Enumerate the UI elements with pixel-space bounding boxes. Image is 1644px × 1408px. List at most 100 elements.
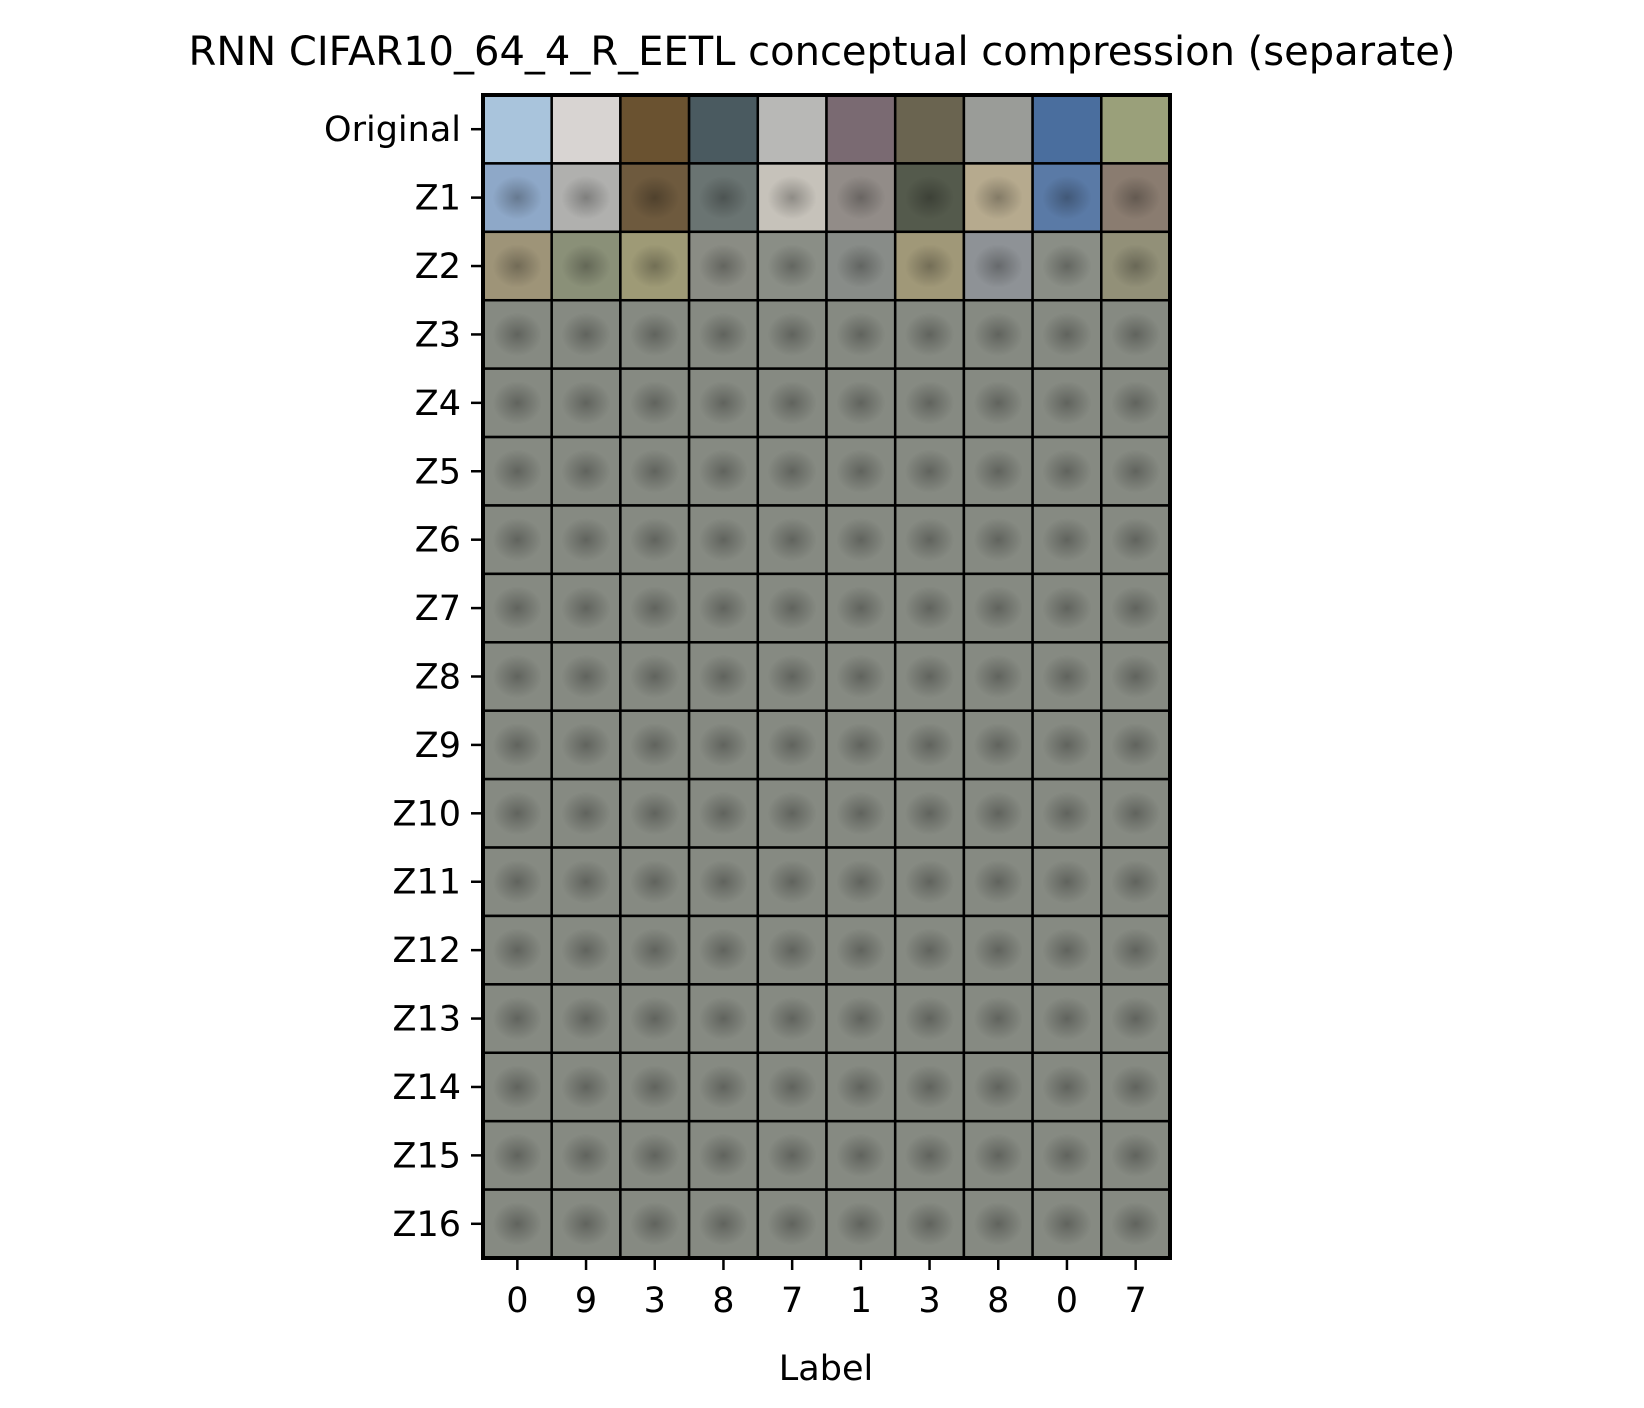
image-tile	[1100, 846, 1172, 918]
image-tile	[962, 777, 1034, 849]
image-tile	[962, 1188, 1034, 1260]
row-label: Z4	[415, 384, 461, 424]
image-tile	[756, 230, 828, 302]
image-tile	[756, 504, 828, 576]
image-tile	[893, 983, 966, 1055]
image-tile	[687, 846, 760, 918]
image-tile	[481, 572, 553, 644]
image-tile	[825, 777, 897, 849]
image-tile	[1100, 914, 1172, 986]
image-tile	[619, 983, 691, 1055]
image-tile	[1100, 230, 1172, 302]
image-tile	[550, 846, 622, 918]
image-tile	[825, 298, 897, 370]
row-label: Z1	[415, 179, 461, 219]
image-tile	[481, 983, 553, 1055]
image-tile	[1100, 1119, 1172, 1191]
image-tile	[893, 846, 966, 918]
image-tile	[893, 572, 966, 644]
image-tile	[893, 504, 966, 576]
image-tile	[619, 777, 691, 849]
image-tile	[550, 709, 622, 781]
image-tile	[619, 709, 691, 781]
image-tile	[619, 1119, 691, 1191]
image-tile	[1100, 983, 1172, 1055]
image-tile	[481, 846, 553, 918]
image-tile	[481, 709, 553, 781]
image-tile	[1031, 914, 1103, 986]
column-label: 8	[712, 1281, 734, 1321]
image-tile	[619, 641, 691, 712]
row-label: Z9	[415, 726, 461, 766]
image-tile	[1031, 846, 1103, 918]
column-label: 0	[1056, 1281, 1078, 1321]
image-tile	[550, 777, 622, 849]
image-tile	[481, 641, 553, 712]
column-label: 3	[644, 1281, 666, 1321]
image-tile	[962, 709, 1034, 781]
x-axis-label: Label	[779, 1349, 873, 1389]
image-tile	[687, 572, 760, 644]
image-tile	[481, 298, 553, 370]
image-tile	[825, 367, 897, 439]
row-label: Z15	[392, 1136, 461, 1176]
image-tile	[1100, 572, 1172, 644]
row-label: Z12	[392, 931, 461, 971]
image-tile	[1031, 435, 1103, 507]
image-tile	[1031, 230, 1103, 302]
image-tile	[1100, 1051, 1172, 1123]
image-tile	[619, 1188, 691, 1260]
image-tile	[687, 298, 760, 370]
image-tile	[619, 914, 691, 986]
image-tile	[962, 846, 1034, 918]
image-tile	[893, 709, 966, 781]
image-tile	[687, 914, 760, 986]
image-tile	[619, 435, 691, 507]
image-tile	[825, 230, 897, 302]
image-tile	[687, 1119, 760, 1191]
image-tile	[825, 641, 897, 712]
image-tile	[893, 162, 966, 234]
image-tile	[687, 435, 760, 507]
image-tile	[756, 914, 828, 986]
image-tile	[893, 435, 966, 507]
row-label: Z14	[392, 1068, 461, 1108]
image-tile	[550, 162, 622, 234]
image-tile	[1100, 435, 1172, 507]
image-tile	[893, 93, 966, 165]
image-tile	[550, 983, 622, 1055]
image-tile	[1031, 367, 1103, 439]
image-tile	[893, 1119, 966, 1191]
image-tile	[550, 93, 622, 165]
row-labels: Original Z1 Z2 Z3 Z4 Z5 Z6 Z7 Z8 Z9 Z10 Z11 Z12 Z13 Z1…	[324, 110, 461, 1245]
column-label: 7	[1125, 1281, 1147, 1321]
image-tile	[825, 572, 897, 644]
image-tile	[687, 162, 760, 234]
image-tile	[481, 93, 553, 165]
image-tile	[962, 641, 1034, 712]
row-label: Z13	[392, 1000, 461, 1040]
image-tile	[481, 1119, 553, 1191]
column-labels: 0 9 3 8 7 1 3 8 0 7	[506, 1281, 1147, 1321]
image-tile	[1031, 641, 1103, 712]
row-label: Z10	[392, 794, 461, 834]
image-tile	[756, 846, 828, 918]
image-tile	[550, 504, 622, 576]
image-tile	[756, 367, 828, 439]
image-tile	[756, 983, 828, 1055]
image-tile	[550, 435, 622, 507]
image-tile	[893, 367, 966, 439]
image-tile	[893, 230, 966, 302]
image-tile	[1031, 1051, 1103, 1123]
row-label: Z7	[415, 589, 461, 629]
row-label: Z16	[392, 1205, 461, 1245]
image-tile	[687, 504, 760, 576]
image-tile	[481, 1051, 553, 1123]
image-tile	[1031, 1188, 1103, 1260]
image-tile	[825, 1188, 897, 1260]
image-tile	[1100, 367, 1172, 439]
row-label: Z5	[415, 452, 461, 492]
image-tile	[619, 846, 691, 918]
image-tile	[481, 230, 553, 302]
image-tile	[1031, 1119, 1103, 1191]
